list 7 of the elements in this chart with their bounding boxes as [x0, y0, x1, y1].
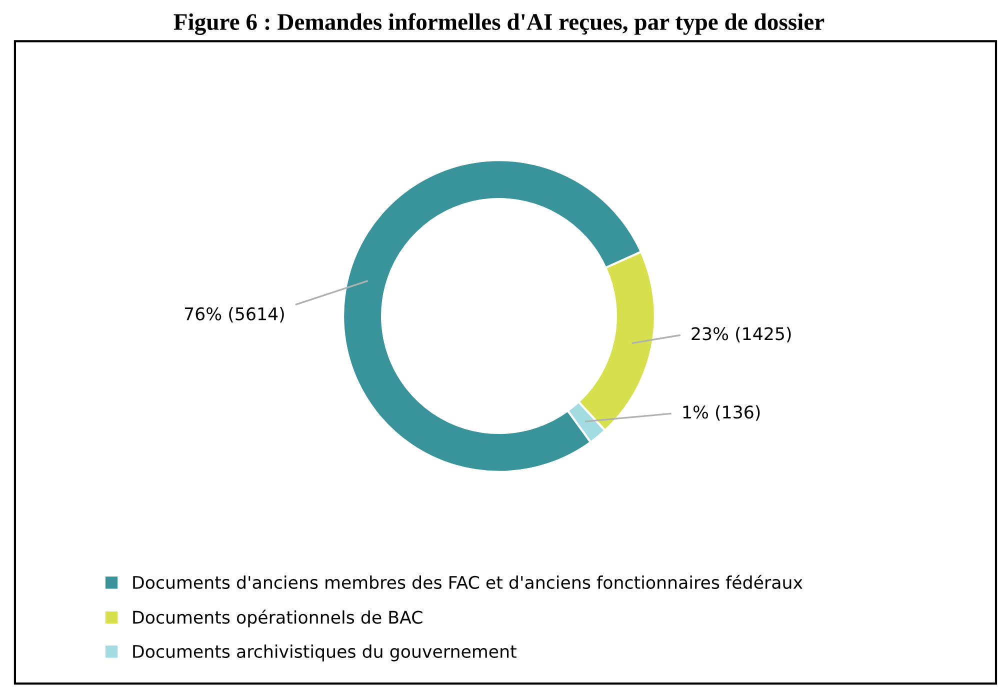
- legend-label: Documents d'anciens membres des FAC et d'anciens fonctionnaires fédéraux: [133, 574, 802, 589]
- chart-title: Figure 6 : Demandes informelles d'AI reçues, par type de dossier: [174, 13, 824, 35]
- data-label: 76% (5614): [184, 307, 284, 322]
- legend-label: Documents opérationnels de BAC: [133, 610, 422, 628]
- legend-label: Documents archivistiques du gouvernement: [133, 644, 516, 662]
- data-label: 1% (136): [683, 405, 760, 421]
- data-label: 23% (1425): [692, 326, 791, 342]
